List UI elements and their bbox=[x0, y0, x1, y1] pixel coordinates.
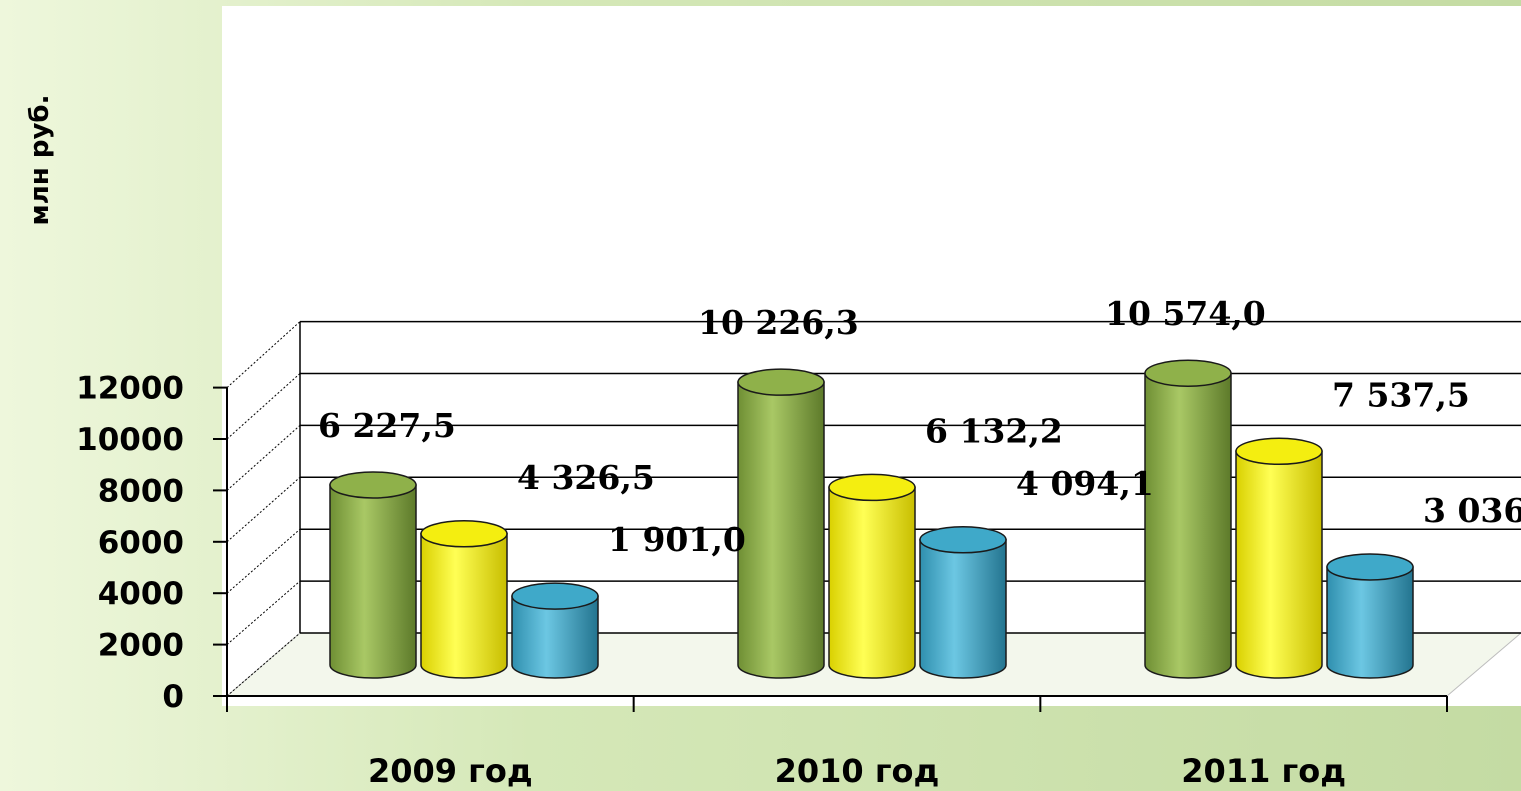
gridline-side bbox=[226, 476, 301, 543]
bar bbox=[919, 526, 1007, 679]
y-tick-label: 0 bbox=[162, 679, 184, 715]
category-label: 2010 год bbox=[775, 752, 940, 790]
data-label: 7 537,5 bbox=[1332, 375, 1470, 414]
gridline-side bbox=[226, 528, 301, 594]
data-label: 6 227,5 bbox=[318, 406, 456, 445]
bar-top bbox=[919, 526, 1007, 554]
y-tick-label: 12000 bbox=[76, 371, 184, 407]
bar bbox=[511, 582, 599, 679]
category-label: 2011 год bbox=[1181, 752, 1346, 790]
bar-body bbox=[420, 533, 508, 679]
bar bbox=[329, 471, 417, 679]
bar-body bbox=[919, 539, 1007, 679]
gridline-side bbox=[226, 580, 301, 645]
bar bbox=[1235, 437, 1323, 679]
bar-top bbox=[511, 582, 599, 610]
gridline-side bbox=[226, 425, 301, 491]
bar-top bbox=[329, 471, 417, 499]
bar-top bbox=[828, 473, 916, 502]
bar-top bbox=[737, 368, 825, 396]
y-tick-label: 4000 bbox=[98, 576, 184, 612]
y-tick-label: 8000 bbox=[98, 473, 184, 509]
gridline-side bbox=[226, 632, 301, 697]
gridline-side bbox=[226, 321, 301, 388]
category-label: 2009 год bbox=[368, 752, 533, 790]
bar-body bbox=[1144, 372, 1232, 679]
y-tick-label: 2000 bbox=[98, 628, 184, 664]
bar-top bbox=[1144, 359, 1232, 387]
data-label: 4 094,1 bbox=[1016, 464, 1154, 503]
data-label: 3 036,5 bbox=[1423, 491, 1521, 530]
bar-body bbox=[329, 484, 417, 679]
bar-body bbox=[737, 381, 825, 679]
bar-top bbox=[1326, 553, 1414, 581]
data-label: 4 326,5 bbox=[517, 458, 655, 497]
bar-body bbox=[828, 486, 916, 679]
y-tick-label: 6000 bbox=[98, 525, 184, 561]
y-tick-label: 10000 bbox=[76, 422, 184, 458]
bar bbox=[828, 473, 916, 679]
bar bbox=[737, 368, 825, 679]
data-label: 10 574,0 bbox=[1105, 294, 1266, 333]
data-label: 1 901,0 bbox=[608, 520, 746, 559]
bar-top bbox=[420, 520, 508, 548]
bar-body bbox=[1326, 566, 1414, 679]
bar-body bbox=[1235, 450, 1323, 679]
bar bbox=[1144, 359, 1232, 679]
y-axis-label: млн руб. bbox=[25, 95, 55, 226]
data-label: 6 132,2 bbox=[925, 411, 1063, 450]
data-label: 10 226,3 bbox=[698, 303, 859, 342]
bar bbox=[1326, 553, 1414, 679]
bar-top bbox=[1235, 437, 1323, 466]
bar bbox=[420, 520, 508, 679]
bar-body bbox=[511, 595, 599, 679]
gridline-side bbox=[226, 373, 301, 440]
